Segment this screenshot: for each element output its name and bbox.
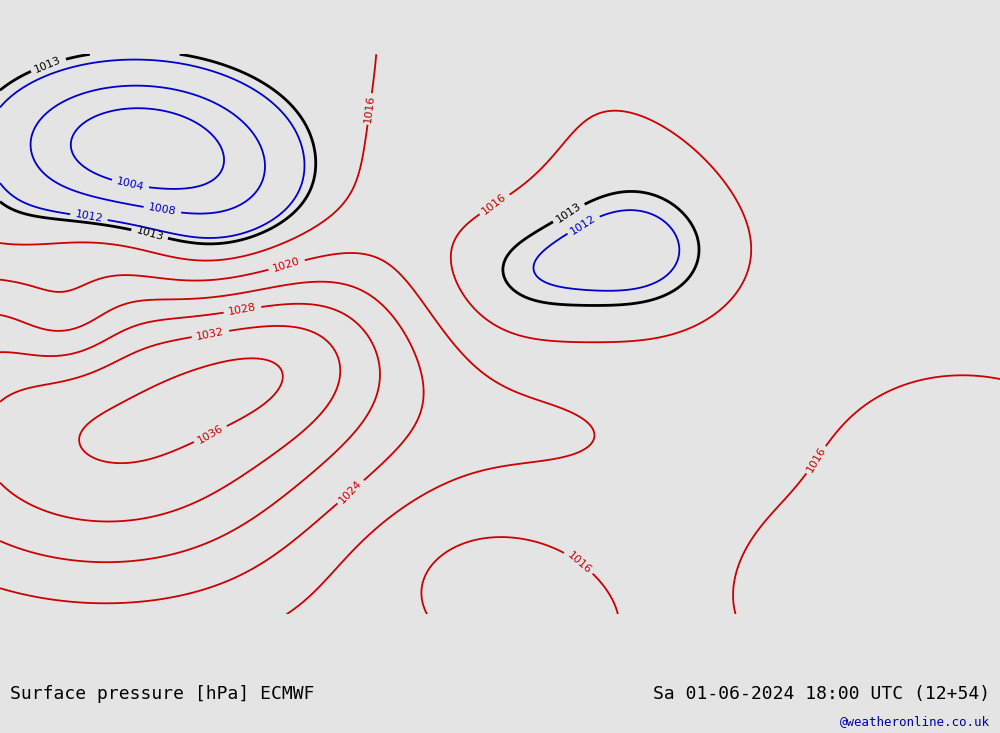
- Text: 1013: 1013: [33, 54, 63, 75]
- Text: 1004: 1004: [115, 176, 145, 193]
- Text: 1036: 1036: [196, 423, 225, 446]
- Text: 1028: 1028: [228, 302, 257, 317]
- Text: 1032: 1032: [196, 326, 225, 342]
- Text: 1016: 1016: [565, 550, 593, 575]
- Text: 1008: 1008: [148, 202, 177, 218]
- Text: 1016: 1016: [480, 192, 509, 217]
- Text: @weatheronline.co.uk: @weatheronline.co.uk: [840, 715, 990, 728]
- Text: 1013: 1013: [135, 225, 165, 243]
- Text: 1020: 1020: [272, 256, 301, 274]
- Text: 1012: 1012: [569, 213, 598, 236]
- Text: 1013: 1013: [554, 201, 583, 225]
- Text: Sa 01-06-2024 18:00 UTC (12+54): Sa 01-06-2024 18:00 UTC (12+54): [653, 685, 990, 703]
- Text: 1012: 1012: [74, 210, 104, 224]
- Text: Surface pressure [hPa] ECMWF: Surface pressure [hPa] ECMWF: [10, 685, 314, 703]
- Text: 1016: 1016: [805, 445, 828, 474]
- Text: 1016: 1016: [363, 95, 376, 123]
- Text: 1024: 1024: [337, 478, 364, 506]
